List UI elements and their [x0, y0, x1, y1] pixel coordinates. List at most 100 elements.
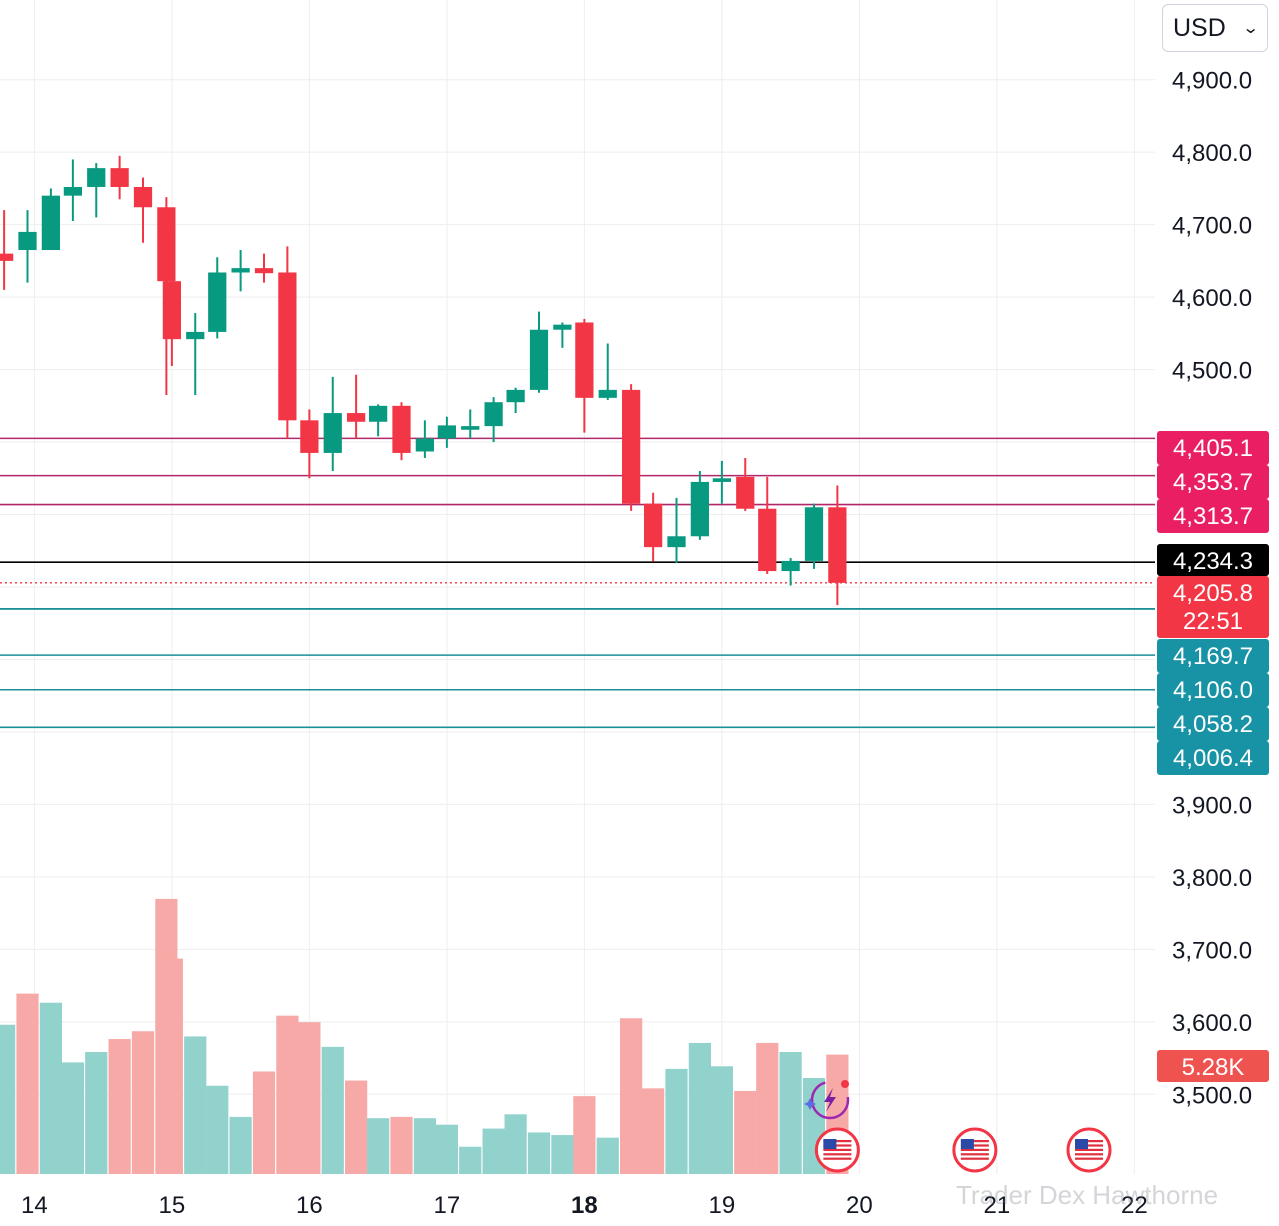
volume-bar — [108, 1039, 131, 1174]
volume-bar — [779, 1052, 802, 1174]
support-label-text: 4,058.2 — [1173, 711, 1253, 738]
resistance-label: 4,405.1 — [1157, 431, 1269, 465]
volume-bar — [688, 1042, 711, 1174]
support-label: 4,169.7 — [1157, 639, 1269, 673]
time-tick-label: 17 — [434, 1192, 461, 1219]
volume-bar — [596, 1137, 619, 1174]
volume-bar — [298, 1022, 321, 1174]
volume-bar — [504, 1114, 527, 1174]
us-flag-icon — [1066, 1127, 1112, 1173]
watermark: Trader Dex Hawthorne — [956, 1180, 1219, 1210]
candle-body — [461, 426, 480, 430]
candle-body — [529, 329, 549, 390]
resistance-label: 4,313.7 — [1157, 499, 1269, 533]
us-flag-icon — [952, 1127, 998, 1173]
resistance-label-text: 4,405.1 — [1173, 435, 1253, 462]
support-label: 4,106.0 — [1157, 673, 1269, 707]
volume-bar — [435, 1124, 458, 1174]
candle-body — [162, 281, 181, 340]
volume-bar — [39, 1002, 62, 1174]
candle-body — [598, 389, 617, 398]
candle-body — [231, 268, 250, 273]
currency-select[interactable]: USD ⌄ — [1162, 4, 1268, 52]
resistance-label-bg — [1157, 465, 1269, 499]
candle-body — [690, 481, 709, 537]
candle-body — [644, 503, 663, 548]
price-tick-label: 4,500.0 — [1172, 358, 1252, 385]
volume-bar — [665, 1068, 688, 1174]
volume-bar — [734, 1090, 757, 1174]
time-tick-label: 16 — [296, 1192, 323, 1219]
resistance-label-bg — [1157, 431, 1269, 465]
candle-body — [781, 560, 800, 572]
volume-bar — [551, 1135, 574, 1174]
volume-bar — [276, 1015, 299, 1174]
candle-body — [804, 507, 824, 561]
time-tick-label: 15 — [159, 1192, 186, 1219]
candle-body — [323, 413, 342, 453]
chart-grid — [0, 0, 1155, 1174]
resistance-label: 4,353.7 — [1157, 465, 1269, 499]
last-price-label-text: 4,205.8 — [1173, 580, 1253, 607]
price-tick-label: 3,700.0 — [1172, 937, 1252, 964]
price-tick-label: 3,900.0 — [1172, 792, 1252, 819]
flag-stripe — [823, 1153, 852, 1156]
candle-body — [553, 324, 572, 330]
volume-bar — [206, 1085, 229, 1174]
candle-body — [133, 186, 153, 208]
candle-body — [186, 331, 205, 340]
candle-body — [278, 272, 297, 421]
candle-body — [622, 389, 641, 504]
time-tick-label: 19 — [709, 1192, 736, 1219]
volume-bar — [16, 993, 39, 1174]
candle-body — [300, 420, 319, 453]
volume-bar — [321, 1046, 344, 1174]
flag-stripe — [960, 1157, 989, 1160]
candle-body — [667, 536, 686, 548]
volume-bar — [252, 1071, 276, 1174]
flag-stripe — [1075, 1144, 1103, 1147]
reference-label-bg — [1157, 544, 1269, 576]
price-axis: 4,900.0 4,800.0 4,700.0 4,600.0 4,500.0 3,900… — [1157, 68, 1269, 1109]
support-label: 4,058.2 — [1157, 707, 1269, 741]
candle-body — [506, 389, 525, 403]
price-tick-label: 3,600.0 — [1172, 1010, 1252, 1037]
currency-value: USD — [1173, 13, 1226, 42]
candle-body — [369, 405, 388, 422]
resistance-label-text: 4,353.7 — [1173, 469, 1253, 496]
volume-bar — [482, 1128, 505, 1174]
candle-body — [254, 268, 274, 274]
price-tick-label: 4,700.0 — [1172, 213, 1252, 240]
support-label-bg — [1157, 741, 1269, 775]
volume-bar — [160, 958, 183, 1174]
chevron-down-icon: ⌄ — [1241, 20, 1260, 37]
event-markers — [814, 1127, 1112, 1173]
candle-body — [18, 231, 37, 251]
flag-stripe — [823, 1148, 852, 1151]
resistance-label-bg — [1157, 499, 1269, 533]
flag-canton — [960, 1139, 974, 1149]
price-tick-label: 4,900.0 — [1172, 68, 1252, 95]
candle-body — [0, 253, 14, 261]
candle-body — [41, 195, 60, 251]
candle-body — [758, 508, 777, 572]
candle-body — [828, 507, 847, 583]
candle-body — [392, 405, 411, 453]
last-price-label-text: 22:51 — [1183, 608, 1243, 635]
volume-bar — [229, 1116, 252, 1174]
support-label: 4,006.4 — [1157, 741, 1269, 775]
candle-body — [575, 322, 594, 398]
ai-assistant-icon[interactable] — [800, 1078, 854, 1122]
price-tick-label: 3,800.0 — [1172, 865, 1252, 892]
candle-body — [157, 207, 176, 282]
volume-label: 5.28K — [1157, 1050, 1269, 1082]
volume-bar — [710, 1066, 733, 1174]
support-label-text: 4,106.0 — [1173, 677, 1253, 704]
support-label-bg — [1157, 639, 1269, 673]
price-tick-label: 3,500.0 — [1172, 1082, 1252, 1109]
flag-stripe — [1075, 1153, 1103, 1156]
support-label-bg — [1157, 707, 1269, 741]
flag-canton — [1075, 1139, 1088, 1149]
flag-stripe — [1075, 1148, 1103, 1151]
